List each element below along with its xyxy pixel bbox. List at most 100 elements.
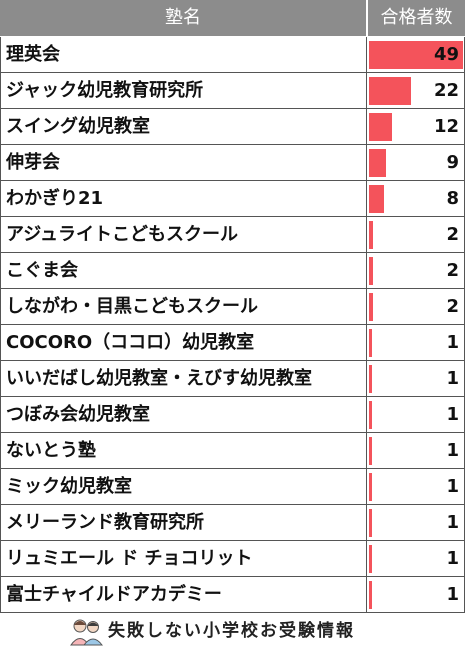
count-value: 1 (446, 476, 459, 497)
row-divider (0, 360, 465, 361)
table-row: わかぎり21 8 (0, 181, 465, 217)
count-cell: 1 (367, 361, 465, 397)
row-divider (0, 72, 465, 73)
row-divider (0, 396, 465, 397)
count-cell: 2 (367, 217, 465, 253)
count-value: 1 (446, 404, 459, 425)
school-name: ないとう塾 (6, 440, 96, 461)
table-row: つぼみ会幼児教室 1 (0, 397, 465, 433)
school-name: わかぎり21 (6, 188, 104, 209)
table-row: ないとう塾 1 (0, 433, 465, 469)
count-cell: 2 (367, 289, 465, 325)
data-bar (369, 437, 372, 465)
data-bar (369, 185, 384, 213)
school-name: こぐま会 (6, 260, 78, 281)
count-cell: 1 (367, 325, 465, 361)
count-cell: 1 (367, 397, 465, 433)
table-row: しながわ・目黒こどもスクール 2 (0, 289, 465, 325)
school-name: いいだばし幼児教室・えびす幼児教室 (6, 368, 312, 389)
school-name: ミック幼児教室 (6, 476, 132, 497)
data-bar (369, 473, 372, 501)
count-cell: 12 (367, 109, 465, 145)
table-row: いいだばし幼児教室・えびす幼児教室 1 (0, 361, 465, 397)
column-header-count: 合格者数 (380, 7, 453, 28)
count-cell: 1 (367, 433, 465, 469)
table-row: アジュライトこどもスクール 2 (0, 217, 465, 253)
row-divider (0, 180, 465, 181)
table-border (0, 37, 1, 613)
count-value: 2 (446, 224, 459, 245)
count-cell: 49 (367, 37, 465, 73)
row-divider (0, 468, 465, 469)
row-divider (0, 612, 465, 613)
school-name: アジュライトこどもスクール (6, 224, 239, 245)
count-value: 1 (446, 368, 459, 389)
table-row: メリーランド教育研究所 1 (0, 505, 465, 541)
school-name: リュミエール ド チョコリット (6, 548, 253, 569)
count-cell: 2 (367, 253, 465, 289)
row-divider (0, 144, 465, 145)
table-row: COCORO（ココロ）幼児教室 1 (0, 325, 465, 361)
footer-title: 失敗しない小学校お受験情報 (108, 621, 355, 641)
count-cell: 8 (367, 181, 465, 217)
count-value: 2 (446, 260, 459, 281)
header-divider (366, 0, 368, 36)
count-cell: 22 (367, 73, 465, 109)
table-row: スイング幼児教室 12 (0, 109, 465, 145)
row-divider (0, 108, 465, 109)
data-bar (369, 545, 372, 573)
table-row: 理英会 49 (0, 37, 465, 73)
data-bar (369, 221, 373, 249)
count-value: 1 (446, 440, 459, 461)
data-bar (369, 77, 411, 105)
count-cell: 1 (367, 541, 465, 577)
row-divider (0, 432, 465, 433)
count-value: 9 (446, 152, 459, 173)
school-name: COCORO（ココロ）幼児教室 (6, 332, 255, 353)
school-name: ジャック幼児教育研究所 (6, 80, 204, 101)
table-header: 塾名 合格者数 (0, 0, 465, 36)
table-row: ジャック幼児教育研究所 22 (0, 73, 465, 109)
row-divider (0, 324, 465, 325)
table-row: ミック幼児教室 1 (0, 469, 465, 505)
count-value: 8 (446, 188, 459, 209)
table-row: こぐま会 2 (0, 253, 465, 289)
count-value: 2 (446, 296, 459, 317)
data-bar (369, 113, 392, 141)
row-divider (0, 576, 465, 577)
count-cell: 1 (367, 469, 465, 505)
row-divider (0, 504, 465, 505)
column-header-school: 塾名 (165, 7, 201, 28)
school-name: つぼみ会幼児教室 (6, 404, 150, 425)
table-row: 富士チャイルドアカデミー 1 (0, 577, 465, 613)
school-name: 伸芽会 (6, 152, 60, 173)
count-cell: 1 (367, 505, 465, 541)
table-row: 伸芽会 9 (0, 145, 465, 181)
count-value: 1 (446, 512, 459, 533)
data-bar (369, 329, 372, 357)
students-logo-icon (70, 619, 104, 646)
count-value: 49 (433, 44, 459, 65)
data-bar (369, 509, 372, 537)
row-divider (0, 252, 465, 253)
count-value: 22 (433, 80, 459, 101)
column-divider (366, 37, 367, 613)
data-bar (369, 293, 373, 321)
data-bar (369, 401, 372, 429)
data-bar (369, 365, 372, 393)
school-name: メリーランド教育研究所 (6, 512, 204, 533)
row-divider (0, 540, 465, 541)
school-name: 理英会 (6, 44, 60, 65)
count-value: 1 (446, 584, 459, 605)
data-bar (369, 581, 372, 609)
count-cell: 1 (367, 577, 465, 613)
data-bar (369, 257, 373, 285)
row-divider (0, 288, 465, 289)
count-value: 1 (446, 548, 459, 569)
count-value: 12 (433, 116, 459, 137)
table-row: リュミエール ド チョコリット 1 (0, 541, 465, 577)
row-divider (0, 216, 465, 217)
school-name: スイング幼児教室 (6, 116, 150, 137)
count-cell: 9 (367, 145, 465, 181)
